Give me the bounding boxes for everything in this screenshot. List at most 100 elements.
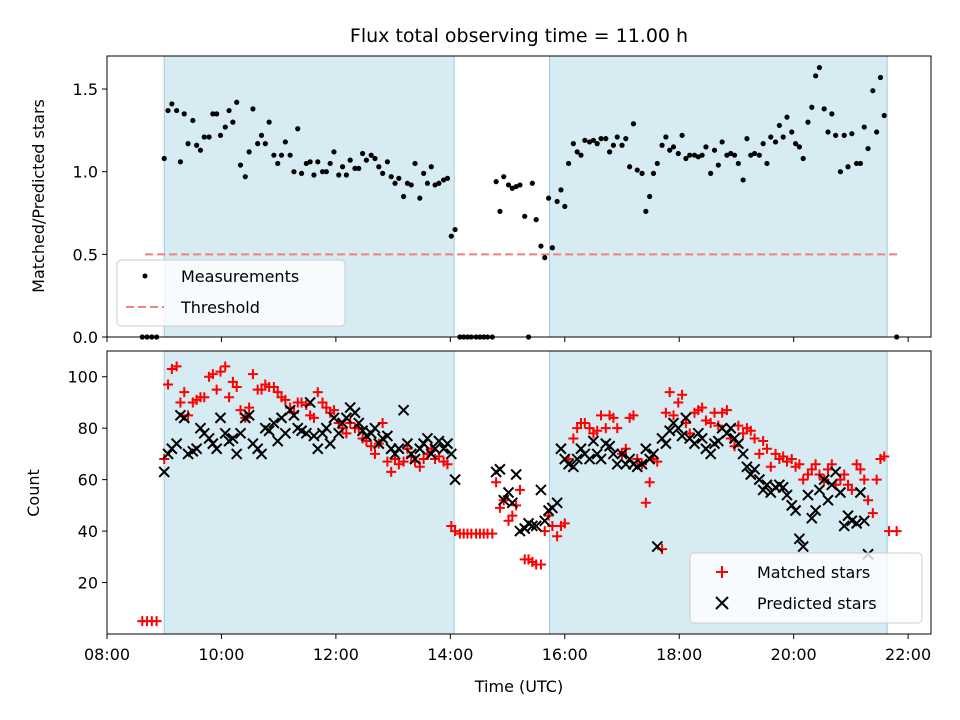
measurement-point bbox=[501, 174, 507, 180]
predicted-star-point bbox=[210, 443, 223, 455]
predicted-star-point bbox=[587, 435, 600, 447]
measurement-point bbox=[639, 170, 645, 176]
measurement-point bbox=[679, 132, 685, 138]
bottom-legend: Matched stars Predicted stars bbox=[689, 552, 923, 624]
predicted-star-point bbox=[369, 422, 381, 434]
matched-star-point bbox=[770, 448, 781, 459]
measurement-point bbox=[865, 145, 871, 152]
predicted-star-point bbox=[170, 437, 183, 450]
measurement-point bbox=[776, 122, 782, 129]
predicted-star-point bbox=[781, 489, 793, 501]
predicted-star-point bbox=[838, 520, 850, 532]
matched-star-point bbox=[596, 410, 607, 421]
predicted-star-point bbox=[696, 432, 708, 445]
matched-star-point bbox=[733, 420, 744, 431]
measurement-point bbox=[659, 142, 665, 148]
measurement-point bbox=[813, 73, 819, 79]
measurement-point bbox=[197, 147, 204, 153]
measurement-point bbox=[719, 139, 725, 145]
measurement-point bbox=[874, 129, 880, 135]
measurement-point bbox=[336, 172, 342, 178]
predicted-star-point bbox=[640, 443, 652, 455]
matched-star-point bbox=[810, 459, 821, 470]
predicted-star-point bbox=[255, 448, 268, 460]
measurement-point bbox=[877, 74, 884, 81]
measurement-point bbox=[408, 182, 414, 188]
x-tick-label: 18:00 bbox=[656, 645, 702, 664]
measurement-point bbox=[250, 106, 256, 112]
predicted-star-point bbox=[583, 453, 596, 465]
predicted-star-point bbox=[567, 461, 580, 473]
matched-star-point bbox=[207, 369, 218, 380]
measurement-point bbox=[711, 147, 718, 153]
legend-matched-label: Matched stars bbox=[757, 563, 870, 582]
matched-star-point bbox=[628, 410, 639, 421]
measurement-point bbox=[307, 159, 313, 165]
measurement-point bbox=[315, 159, 321, 165]
matched-star-point bbox=[778, 451, 789, 462]
predicted-star-point bbox=[401, 437, 414, 450]
measurement-point bbox=[185, 141, 191, 147]
predicted-star-point bbox=[178, 412, 190, 424]
x-axis-label: Time (UTC) bbox=[474, 677, 563, 696]
measurement-point bbox=[667, 147, 673, 153]
y-tick-label: 40 bbox=[78, 522, 98, 541]
matched-star-point bbox=[231, 382, 242, 393]
measurement-point bbox=[829, 111, 835, 117]
measurement-points bbox=[139, 64, 900, 340]
predicted-star-point bbox=[530, 520, 542, 532]
predicted-star-point bbox=[535, 484, 547, 496]
matched-star-point bbox=[644, 477, 655, 488]
measurement-point bbox=[217, 132, 224, 138]
measurement-point bbox=[740, 177, 746, 183]
measurement-point bbox=[590, 137, 596, 143]
x-tick-label: 10:00 bbox=[198, 645, 244, 664]
y-tick-label: 20 bbox=[78, 574, 98, 593]
measurement-point bbox=[201, 134, 207, 140]
measurement-point bbox=[768, 134, 774, 140]
matched-star-point bbox=[855, 464, 866, 475]
matched-star-point bbox=[308, 412, 319, 423]
measurement-point bbox=[436, 180, 442, 186]
measurement-point bbox=[161, 155, 167, 162]
predicted-star-point bbox=[616, 448, 628, 460]
predicted-star-point bbox=[551, 497, 563, 509]
matched-star-point bbox=[879, 451, 890, 462]
predicted-star-point bbox=[381, 430, 394, 442]
top-axes-frame bbox=[106, 55, 932, 338]
predicted-star-point bbox=[498, 494, 510, 506]
matched-star-point bbox=[268, 382, 279, 393]
matched-star-point bbox=[867, 508, 878, 519]
predicted-star-point bbox=[433, 435, 445, 447]
matched-star-point bbox=[390, 454, 401, 465]
predicted-star-point bbox=[353, 417, 365, 429]
measurement-point bbox=[630, 121, 637, 127]
predicted-star-point bbox=[539, 515, 551, 527]
predicted-star-point bbox=[340, 412, 353, 424]
predicted-star-point bbox=[761, 479, 773, 491]
measurement-point bbox=[417, 195, 423, 201]
matched-star-point bbox=[798, 474, 809, 485]
predicted-star-point bbox=[190, 443, 203, 455]
measurement-point bbox=[647, 193, 653, 200]
legend-measurements-marker bbox=[142, 273, 148, 279]
predicted-star-point bbox=[789, 504, 802, 517]
predicted-star-point bbox=[806, 512, 818, 524]
measurement-point bbox=[825, 129, 831, 135]
measurement-point bbox=[650, 170, 657, 176]
bottom-y-axis-label: Count bbox=[24, 469, 43, 517]
predicted-star-point bbox=[506, 497, 519, 509]
measurement-point bbox=[226, 107, 232, 114]
measurement-point bbox=[401, 193, 407, 200]
measurement-point bbox=[760, 141, 766, 147]
measurement-point bbox=[517, 182, 523, 188]
matched-star-point bbox=[507, 510, 518, 521]
measurement-point bbox=[549, 245, 555, 251]
measurement-point bbox=[428, 164, 434, 170]
measurement-point bbox=[343, 172, 349, 178]
measurement-point bbox=[800, 155, 806, 162]
predicted-star-point bbox=[603, 440, 616, 452]
matched-star-point bbox=[684, 428, 695, 439]
measurement-point bbox=[295, 126, 301, 132]
